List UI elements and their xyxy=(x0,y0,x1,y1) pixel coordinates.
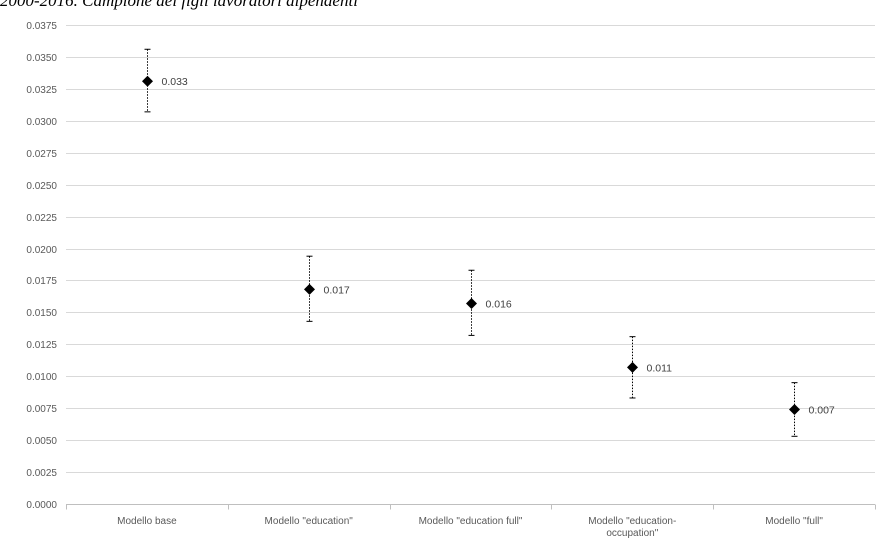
y-tick-label: 0.0025 xyxy=(26,468,57,479)
diamond-marker xyxy=(142,75,153,87)
x-axis xyxy=(66,504,876,510)
y-tick-label: 0.0050 xyxy=(26,436,57,447)
y-tick-label: 0.0175 xyxy=(26,276,57,287)
y-tick-label: 0.0275 xyxy=(26,149,57,160)
y-tick-label: 0.0125 xyxy=(26,340,57,351)
gridlines xyxy=(66,25,875,473)
data-label: 0.033 xyxy=(162,76,188,88)
x-category-label: Modello base xyxy=(117,516,177,527)
chart-caption: 2000-2016. Campione dei figli lavoratori… xyxy=(0,0,358,10)
error-bars xyxy=(144,48,798,437)
diamond-marker xyxy=(789,403,800,415)
y-tick-label: 0.0325 xyxy=(26,85,57,96)
y-tick-label: 0.0200 xyxy=(26,245,57,256)
y-tick-label: 0.0350 xyxy=(26,53,57,64)
point-markers xyxy=(142,75,800,415)
diamond-marker xyxy=(466,297,477,309)
diamond-marker xyxy=(304,283,315,295)
x-category-label: occupation" xyxy=(606,528,658,539)
data-label: 0.007 xyxy=(809,404,835,416)
y-tick-label: 0.0225 xyxy=(26,213,57,224)
y-tick-label: 0.0250 xyxy=(26,181,57,192)
data-label: 0.016 xyxy=(486,298,512,310)
x-axis-category-labels: Modello base Modello "education" Modello "… xyxy=(117,516,823,539)
y-tick-label: 0.0075 xyxy=(26,404,57,415)
diamond-marker xyxy=(627,361,638,373)
y-tick-label: 0.0000 xyxy=(26,500,57,511)
y-tick-label: 0.0300 xyxy=(26,117,57,128)
y-tick-label: 0.0150 xyxy=(26,308,57,319)
y-tick-label: 0.0375 xyxy=(26,21,57,32)
y-tick-label: 0.0100 xyxy=(26,372,57,383)
y-axis-tick-labels: 0.0000 0.0025 0.0050 0.0075 0.0100 0.0125 0.01… xyxy=(26,21,57,511)
x-category-label: Modello "education" xyxy=(265,516,354,527)
x-category-label: Modello "education- xyxy=(588,516,676,527)
x-category-label: Modello "full" xyxy=(765,516,823,527)
data-labels: 0.033 0.017 0.016 0.011 0.007 xyxy=(162,76,835,416)
data-label: 0.017 xyxy=(324,284,350,296)
x-category-label: Modello "education full" xyxy=(419,516,523,527)
data-label: 0.011 xyxy=(647,362,673,374)
